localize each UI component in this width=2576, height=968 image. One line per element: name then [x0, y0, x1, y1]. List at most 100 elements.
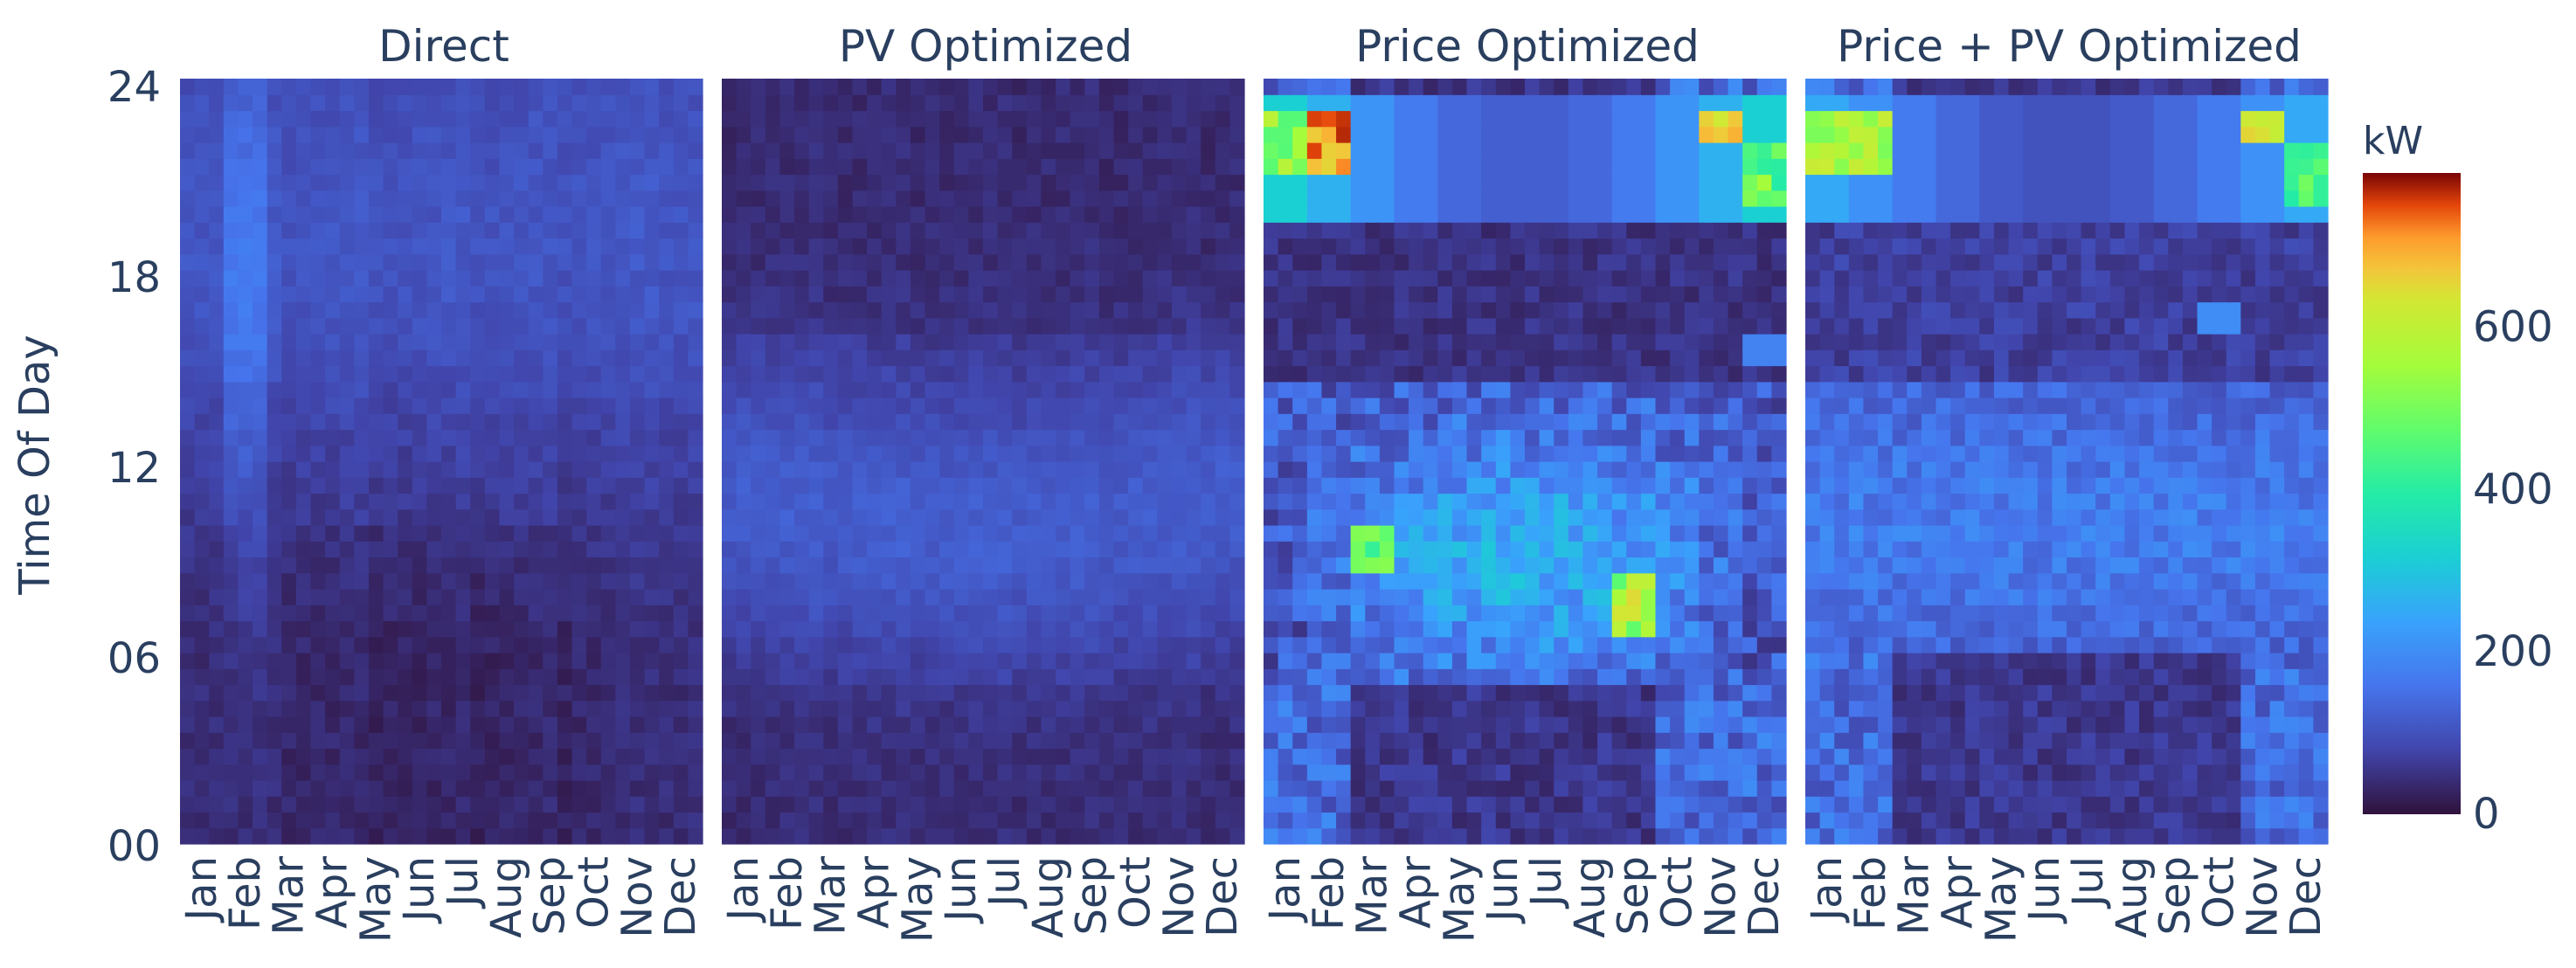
heatmap-cell: [194, 301, 210, 319]
heatmap-cell: [765, 334, 781, 350]
heatmap-cell: [1379, 764, 1395, 781]
heatmap-cell: [426, 253, 442, 271]
heatmap-cell: [1056, 110, 1071, 128]
heatmap-cell: [1554, 572, 1569, 590]
heatmap-cell: [600, 317, 616, 335]
heatmap-cell: [1713, 317, 1729, 335]
heatmap-cell: [586, 126, 602, 143]
heatmap-cell: [1423, 684, 1438, 702]
heatmap-cell: [1365, 222, 1381, 239]
heatmap-cell: [1466, 286, 1482, 303]
heatmap-cell: [238, 110, 253, 128]
heatmap-cell: [557, 253, 573, 271]
heatmap-cell: [1437, 94, 1453, 112]
heatmap-cell: [736, 508, 751, 526]
heatmap-cell: [1292, 508, 1308, 526]
heatmap-cell: [779, 605, 795, 622]
heatmap-cell: [1186, 398, 1201, 414]
heatmap-cell: [600, 349, 616, 367]
heatmap-cell: [1539, 301, 1555, 319]
heatmap-cell: [1495, 174, 1511, 191]
heatmap-cell: [470, 796, 486, 813]
heatmap-cell: [1336, 684, 1352, 702]
heatmap-cell: [484, 381, 501, 398]
heatmap-cell: [325, 222, 341, 239]
heatmap-cell: [852, 301, 868, 319]
heatmap-cell: [867, 572, 883, 590]
heatmap-cell: [779, 827, 795, 845]
heatmap-cell: [1026, 780, 1042, 797]
heatmap-cell: [1128, 413, 1144, 431]
heatmap-cell: [1554, 190, 1569, 207]
heatmap-cell: [1157, 238, 1173, 255]
heatmap-cell: [180, 653, 196, 669]
heatmap-cell: [837, 589, 854, 605]
heatmap-cell: [1321, 636, 1337, 653]
heatmap-cell: [673, 334, 689, 350]
heatmap-cell: [223, 557, 239, 574]
heatmap-cell: [1611, 301, 1627, 319]
heatmap-cell: [1655, 477, 1671, 494]
heatmap-cell: [1278, 381, 1293, 398]
heatmap-cell: [852, 732, 868, 750]
heatmap-cell: [910, 732, 926, 750]
heatmap-cell: [751, 508, 766, 526]
heatmap-cell: [1582, 525, 1598, 542]
heatmap-cell: [209, 541, 225, 558]
heatmap-cell: [939, 653, 955, 669]
heatmap-cell: [1084, 461, 1100, 478]
heatmap-cell: [528, 716, 544, 733]
heatmap-cell: [837, 748, 854, 765]
heatmap-cell: [896, 716, 911, 733]
heatmap-cell: [499, 732, 515, 750]
heatmap-cell: [1481, 79, 1497, 95]
heatmap-cell: [1264, 238, 1279, 255]
heatmap-cell: [194, 477, 210, 494]
heatmap-cell: [1365, 700, 1381, 717]
heatmap-cell: [852, 349, 868, 367]
heatmap-cell: [1597, 477, 1613, 494]
heatmap-cell: [1684, 238, 1700, 255]
heatmap-cell: [1539, 812, 1555, 829]
heatmap-cell: [808, 317, 824, 335]
heatmap-cell: [1128, 142, 1144, 159]
heatmap-cell: [794, 270, 810, 287]
heatmap-cell: [751, 541, 766, 558]
heatmap-panel-pv-optimized: [722, 79, 1245, 845]
heatmap-cell: [1365, 653, 1381, 669]
heatmap-cell: [688, 206, 703, 223]
heatmap-cell: [1113, 541, 1129, 558]
heatmap-cell: [837, 413, 854, 431]
heatmap-cell: [1525, 270, 1541, 287]
heatmap-cell: [1451, 668, 1468, 686]
heatmap-cell: [1012, 541, 1028, 558]
heatmap-cell: [571, 525, 587, 542]
heatmap-cell: [1157, 748, 1173, 765]
heatmap-cell: [426, 732, 442, 750]
heatmap-cell: [953, 748, 969, 765]
heatmap-cell: [484, 764, 501, 781]
heatmap-cell: [281, 700, 297, 717]
heatmap-cell: [881, 398, 897, 414]
heatmap-cell: [765, 493, 781, 510]
heatmap-cell: [852, 398, 868, 414]
heatmap-cell: [910, 508, 926, 526]
heatmap-cell: [1539, 827, 1555, 845]
heatmap-cell: [295, 508, 312, 526]
heatmap-cell: [1321, 317, 1337, 335]
heatmap-cell: [615, 413, 631, 431]
heatmap-cell: [1264, 605, 1279, 622]
heatmap-cell: [600, 780, 616, 797]
heatmap-cell: [1437, 286, 1453, 303]
heatmap-cell: [1409, 812, 1424, 829]
heatmap-cell: [253, 301, 268, 319]
heatmap-cell: [499, 653, 515, 669]
heatmap-cell: [528, 413, 544, 431]
heatmap-cell: [765, 94, 781, 112]
heatmap-cell: [441, 398, 457, 414]
heatmap-cell: [794, 142, 810, 159]
heatmap-cell: [688, 812, 703, 829]
heatmap-cell: [794, 636, 810, 653]
heatmap-cell: [1670, 174, 1686, 191]
heatmap-cell: [1481, 445, 1497, 462]
